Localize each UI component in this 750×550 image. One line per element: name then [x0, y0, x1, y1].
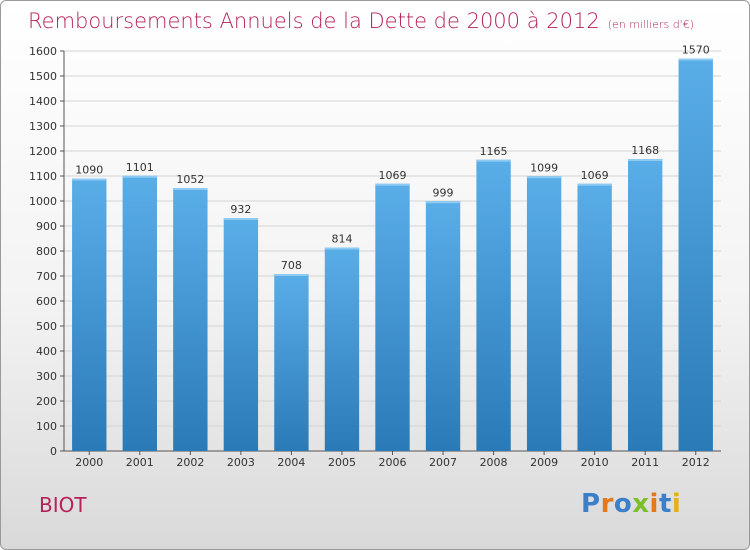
logo-letter: i [649, 489, 659, 519]
bars [72, 58, 713, 452]
data-label: 932 [230, 203, 251, 216]
bar-2009[interactable] [526, 176, 562, 451]
bar-2005[interactable] [324, 247, 360, 452]
data-label: 708 [281, 259, 302, 272]
bar-2004[interactable] [274, 274, 309, 451]
bar-2000[interactable] [72, 178, 107, 452]
x-tick-label: 2010 [581, 456, 609, 469]
data-label: 1052 [176, 173, 204, 186]
x-tick-label: 2000 [75, 456, 103, 469]
y-tick-label: 100 [36, 420, 57, 433]
bar-2012[interactable] [678, 58, 713, 452]
y-tick-label: 1200 [29, 145, 57, 158]
x-tick-label: 2011 [631, 456, 659, 469]
y-tick-label: 1300 [29, 120, 57, 133]
y-tick-label: 0 [50, 445, 57, 458]
bar-highlight [274, 274, 309, 276]
logo-letter: P [581, 489, 601, 519]
y-tick-label: 1400 [29, 95, 57, 108]
x-tick-label: 2012 [682, 456, 710, 469]
data-label: 1090 [75, 164, 103, 177]
bar-highlight [425, 201, 461, 204]
x-tick-label: 2001 [126, 456, 154, 469]
bar-2006[interactable] [375, 183, 410, 451]
bar-2002[interactable] [173, 188, 208, 451]
data-label: 1069 [581, 169, 609, 182]
y-tick-label: 800 [36, 245, 57, 258]
bar-highlight [526, 176, 562, 179]
bar-highlight [223, 218, 259, 220]
y-tick-label: 500 [36, 320, 57, 333]
bar-highlight [678, 58, 713, 61]
data-label: 1101 [126, 161, 154, 174]
axes: 0 100 200 300 400 500 600 700 800 900 1000 1100 1200… [29, 45, 721, 469]
y-tick-label: 1600 [29, 45, 57, 58]
bar-2003[interactable] [223, 218, 259, 451]
bar-highlight [577, 183, 612, 186]
bar-2001[interactable] [122, 175, 157, 451]
bar-highlight [72, 178, 107, 181]
data-label: 1099 [530, 161, 558, 174]
bar-2007[interactable] [425, 201, 461, 451]
chart-subtitle: (en milliers d'€) [607, 18, 694, 31]
bar-highlight [324, 247, 360, 250]
bar-2010[interactable] [577, 183, 612, 451]
bar-highlight [173, 188, 208, 190]
logo-letter: x [632, 489, 650, 519]
x-tick-label: 2007 [429, 456, 457, 469]
x-tick-label: 2008 [480, 456, 508, 469]
x-tick-label: 2006 [379, 456, 407, 469]
y-tick-label: 1500 [29, 70, 57, 83]
y-tick-label: 600 [36, 295, 57, 308]
x-tick-label: 2002 [176, 456, 204, 469]
chart-title: Remboursements Annuels de la Dette de 20… [28, 9, 694, 33]
y-tick-label: 1100 [29, 170, 57, 183]
chart-title-text: Remboursements Annuels de la Dette de 20… [28, 9, 600, 33]
x-tick-label: 2003 [227, 456, 255, 469]
city-name: BIOT [39, 493, 87, 517]
y-tick-label: 900 [36, 220, 57, 233]
proxiti-logo[interactable]: Proxiti [581, 489, 681, 519]
logo-letter: o [613, 489, 633, 519]
logo-letter: r [600, 489, 614, 519]
data-label: 814 [331, 233, 352, 246]
logo-letter: t [658, 489, 672, 519]
logo-letter: i [671, 489, 682, 519]
y-tick-label: 700 [36, 270, 57, 283]
y-tick-label: 300 [36, 370, 57, 383]
bar-highlight [628, 159, 663, 161]
bar-highlight [375, 183, 410, 186]
data-label: 1165 [480, 145, 508, 158]
y-tick-label: 400 [36, 345, 57, 358]
y-tick-label: 1000 [29, 195, 57, 208]
data-labels: 1090 1101 1052 932 708 814 1069 999 1165 1099 1069… [75, 44, 709, 273]
data-label: 999 [433, 186, 454, 199]
bar-2011[interactable] [628, 159, 663, 451]
data-label: 1168 [631, 144, 659, 157]
bar-highlight [122, 175, 157, 178]
data-label: 1570 [682, 44, 710, 57]
x-tick-label: 2009 [530, 456, 558, 469]
bar-highlight [476, 159, 511, 162]
x-tick-label: 2005 [328, 456, 356, 469]
bar-2008[interactable] [476, 159, 511, 451]
x-tick-label: 2004 [277, 456, 305, 469]
data-label: 1069 [379, 169, 407, 182]
y-tick-label: 200 [36, 395, 57, 408]
